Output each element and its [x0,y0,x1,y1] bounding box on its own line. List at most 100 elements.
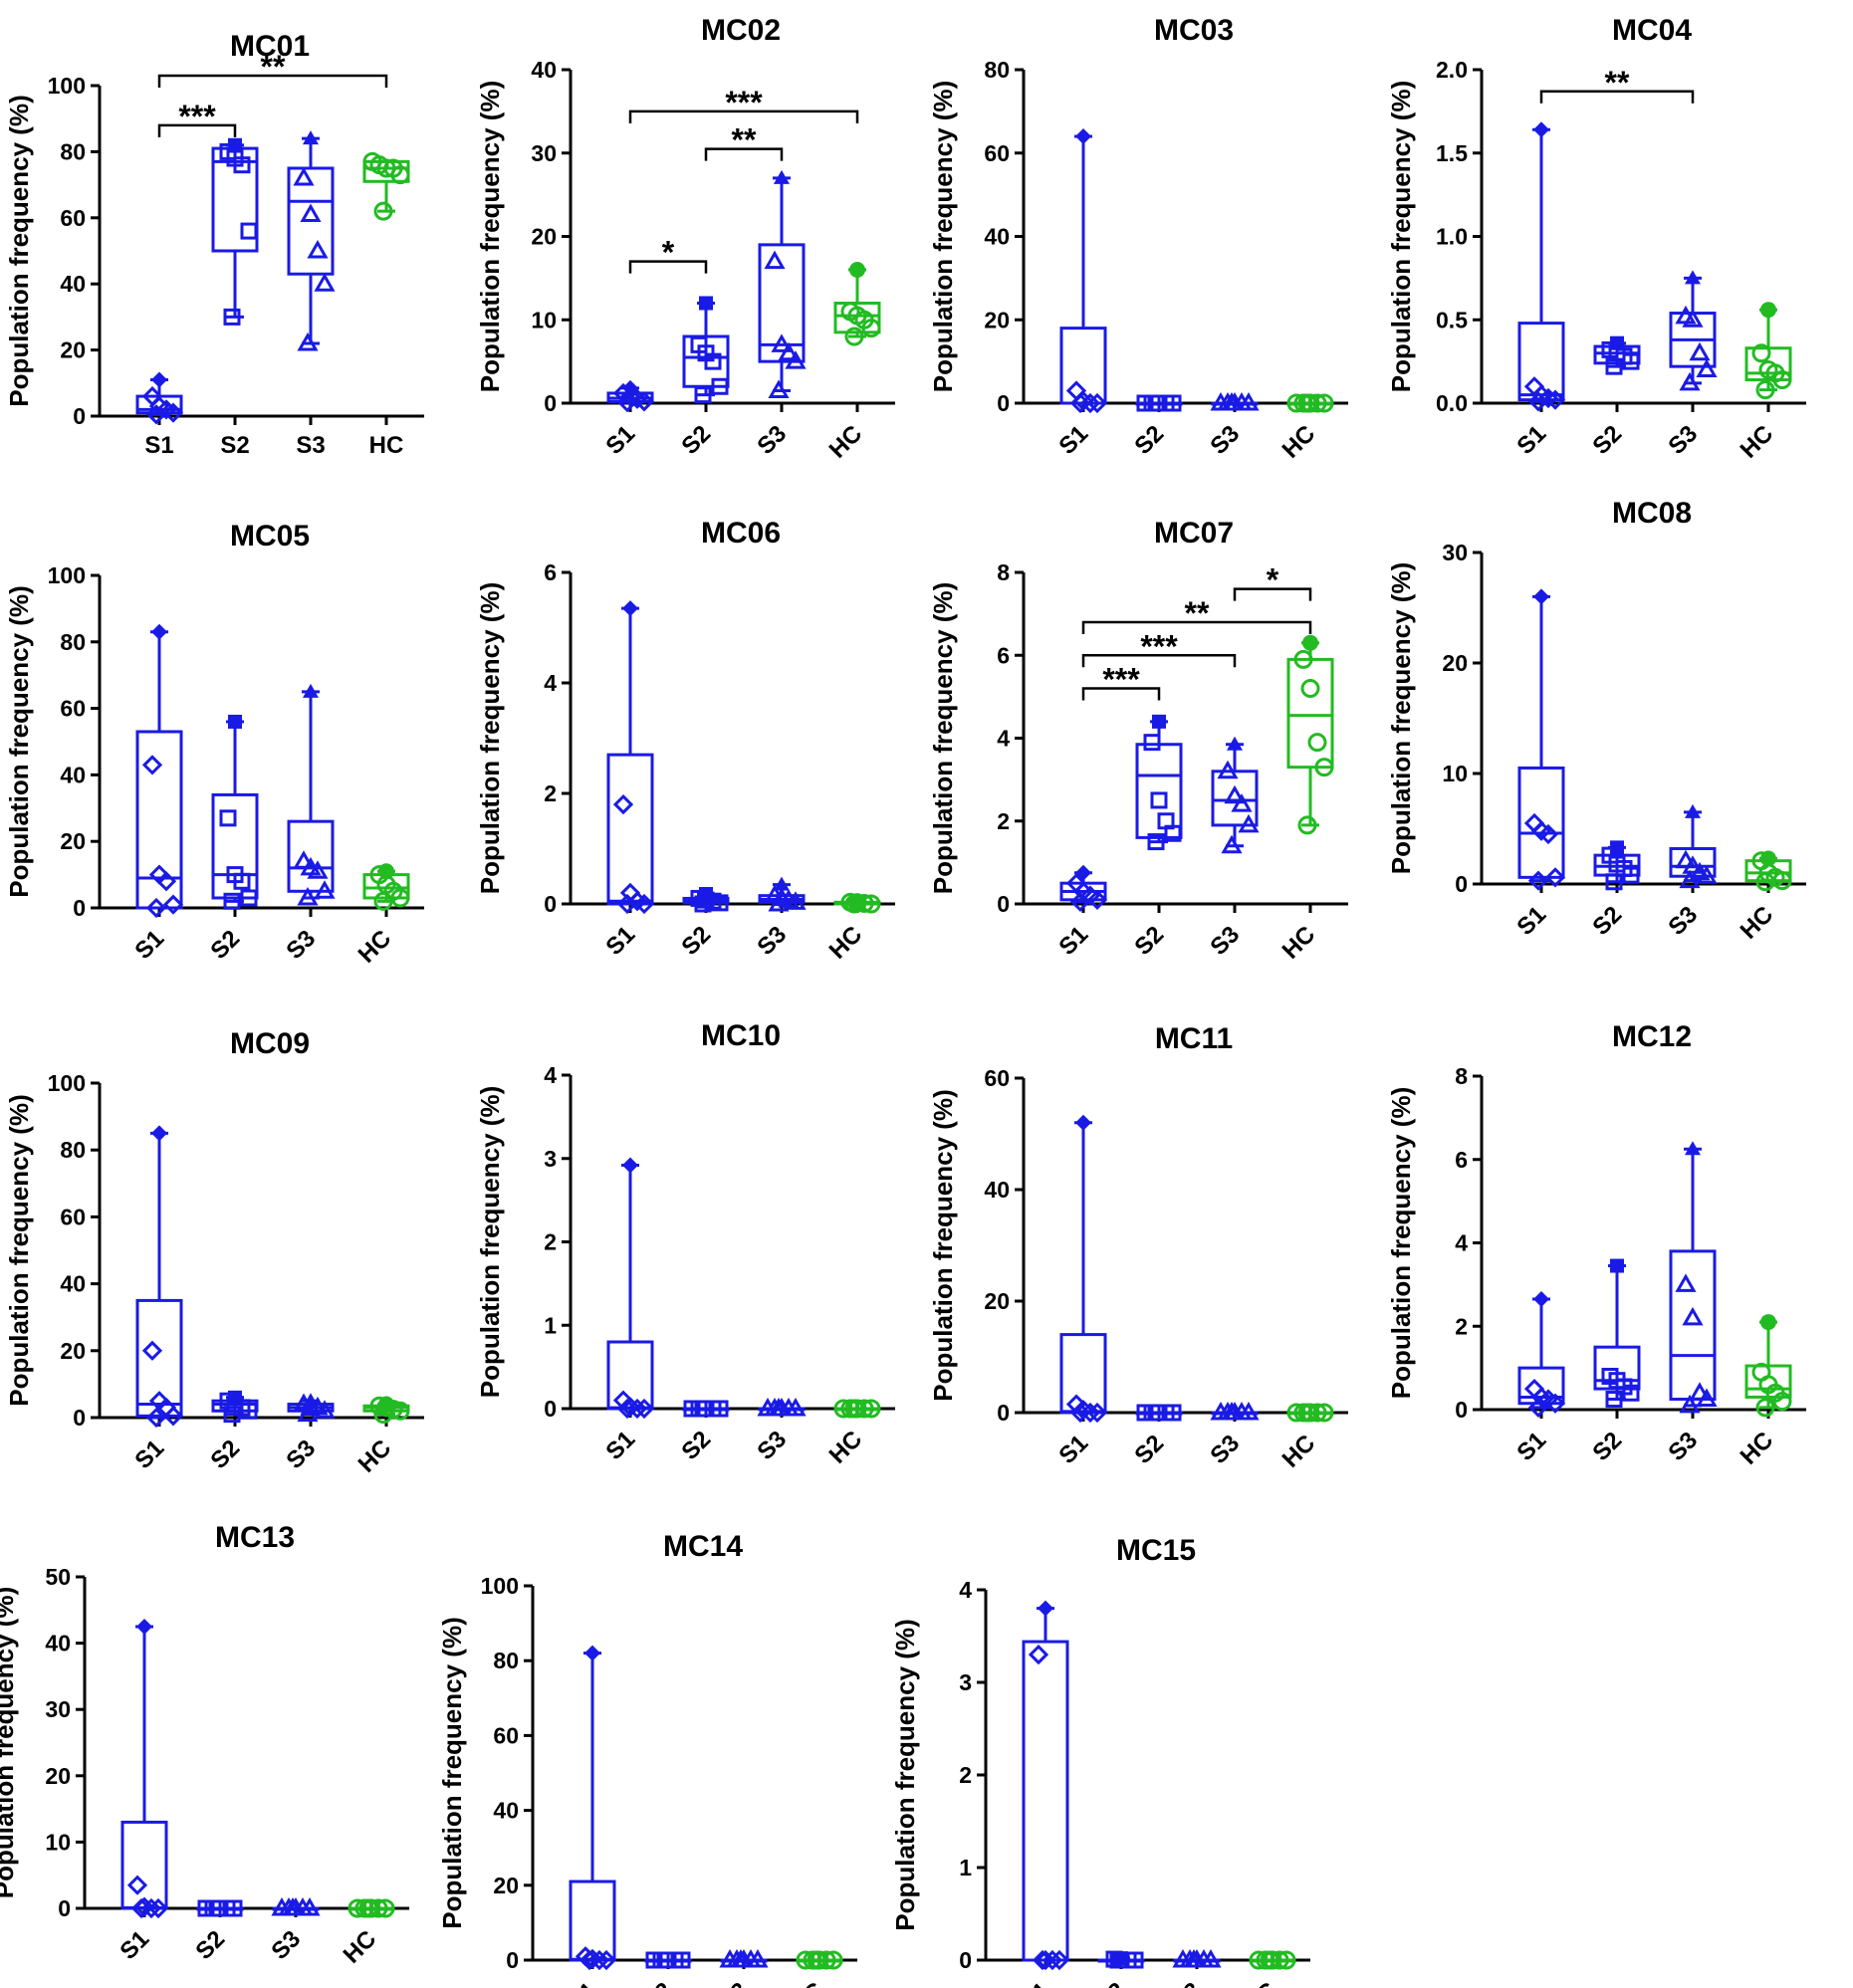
box-group [606,379,655,413]
panel-title: MC03 [1154,14,1234,47]
y-tick-label: 30 [45,1696,71,1722]
x-tick-label: S1 [1511,901,1551,941]
bracket-line [628,260,708,274]
y-tick-label: 100 [48,1070,86,1096]
box-group [362,151,410,221]
x-tick-label: S2 [220,432,249,459]
box-group [719,1948,769,1968]
box-group [644,1951,692,1969]
y-tick-label: 1.0 [1436,224,1468,250]
x-tick-label: S2 [1129,1430,1169,1469]
data-point [844,327,864,346]
box-group [758,876,807,912]
x-tick-label: HC [353,925,397,969]
data-point [768,1397,790,1417]
y-tick-label: 0.5 [1436,307,1468,332]
data-point [219,809,237,827]
data-point [368,1898,388,1918]
x-tick-label: S2 [190,1925,230,1965]
x-tick-label: S1 [1016,1977,1055,1988]
box-group [1286,1403,1334,1423]
box-group [1593,335,1641,375]
y-tick-label: 20 [60,828,86,854]
data-point [1685,270,1701,285]
box-group [1135,394,1183,412]
box-group [1097,1950,1145,1969]
box-iqr [287,819,335,893]
data-point [390,1401,410,1421]
data-point [240,1402,258,1420]
x-tick-label: S1 [1053,420,1093,460]
y-tick-label: 4 [997,726,1010,752]
box-plot-panel: MC06 Population frequency (%) 0 2 4 6 S1 S2 S3 HC [475,517,895,965]
y-tick-label: 1 [544,1312,557,1338]
data-point [1527,870,1549,891]
box-iqr [606,753,654,906]
x-tick-label: S2 [205,1435,245,1474]
data-point [145,1407,167,1429]
data-point [240,889,258,907]
data-point [1307,1403,1327,1423]
data-point [1231,793,1253,812]
x-tick-label: HC [824,420,868,464]
data-point [307,860,329,879]
data-point [747,1948,769,1968]
x-tick-label: S1 [600,921,640,961]
data-point [303,130,319,145]
y-tick-label: 0 [544,1396,557,1422]
data-point [1679,371,1701,391]
y-axis-label: Population frequency (%) [890,1619,920,1930]
data-point [240,222,258,240]
panel-title: MC14 [663,1530,743,1563]
y-tick-label: 40 [531,57,557,83]
y-tick-label: 10 [531,307,557,332]
data-point [1755,1398,1775,1418]
data-point [699,296,713,311]
x-tick-label: HC [824,921,868,965]
box-group [1517,121,1566,412]
x-tick-label: S3 [266,1925,306,1965]
data-point [390,888,410,908]
x-tick-label: S1 [1053,921,1093,961]
y-tick-label: 40 [493,1798,519,1824]
box-group [362,863,410,911]
x-tick-label: HC [1240,1977,1283,1988]
box-group [1135,714,1183,851]
y-tick-label: 20 [984,307,1010,332]
data-point [136,1618,152,1635]
y-tick-label: 2.0 [1436,57,1468,83]
y-tick-label: 20 [1442,650,1468,676]
y-tick-label: 80 [984,57,1010,83]
x-tick-label: S3 [1663,420,1703,460]
data-point [1544,867,1566,888]
data-point [1772,370,1792,390]
data-point [314,273,336,292]
box-group [682,296,730,404]
panel-title: MC13 [215,1521,295,1554]
data-point [704,352,722,370]
data-point [844,894,864,914]
data-point [854,893,874,913]
data-point [1527,1397,1549,1419]
data-point [730,1948,752,1968]
data-point [1069,392,1091,414]
data-point [694,1400,712,1418]
data-point [299,1896,321,1916]
box-group [1593,840,1641,891]
data-point [126,1875,148,1895]
data-point [1164,824,1182,842]
y-tick-label: 8 [997,559,1010,585]
box-group [1135,1404,1183,1422]
box-iqr [287,166,335,276]
data-point [151,371,167,388]
data-point [1221,391,1243,411]
data-point [1086,392,1108,414]
significance-bracket: * [628,235,708,274]
x-tick-label: S3 [752,1426,792,1465]
y-tick-label: 40 [60,271,86,297]
data-point [1751,343,1771,363]
y-tick-label: 100 [481,1573,519,1599]
box-group [833,1399,881,1419]
significance-label: *** [1140,628,1178,664]
x-tick-label: HC [1736,901,1779,945]
